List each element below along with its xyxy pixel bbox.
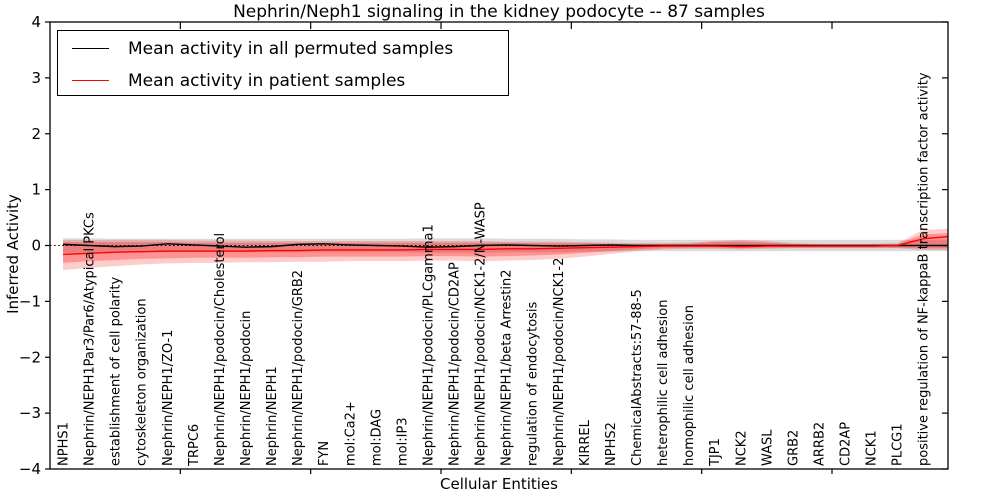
x-category-label: CD2AP — [839, 422, 854, 466]
x-category-label: positive regulation of NF-kappaB transcr… — [917, 72, 932, 466]
x-category-label: PLCG1 — [891, 423, 906, 466]
patient-mean-line — [63, 235, 949, 256]
x-category-label: Nephrin/NEPH1/podocin/NCK1-2 — [552, 258, 567, 466]
y-tick-label: 2 — [31, 125, 41, 143]
chart-title: Nephrin/Neph1 signaling in the kidney po… — [233, 2, 765, 22]
y-tick-label: −2 — [19, 348, 41, 366]
permuted-line-swatch — [72, 48, 109, 49]
x-category-label: KIRREL — [578, 419, 593, 466]
x-category-label: Nephrin/NEPH1/podocin — [239, 311, 254, 466]
y-tick-label: 3 — [31, 69, 41, 87]
x-category-label: Nephrin/NEPH1/podocin/CD2AP — [448, 262, 463, 466]
x-category-label: ARRB2 — [812, 422, 827, 466]
x-category-label: GRB2 — [786, 430, 801, 466]
x-category-label: Nephrin/NEPH1/ZO-1 — [161, 330, 176, 466]
x-category-label: NPHS2 — [604, 422, 619, 466]
y-tick-label: −1 — [19, 292, 41, 310]
x-axis-title: Cellular Entities — [440, 475, 558, 493]
legend-label-patient: Mean activity in patient samples — [128, 70, 406, 91]
legend-item-permuted: Mean activity in all permuted samples — [58, 34, 508, 63]
x-category-label: Nephrin/NEPH1/podocin/PLCgamma1 — [421, 224, 436, 466]
x-category-label: TRPC6 — [187, 424, 202, 467]
x-category-label: ChemicalAbstracts:57-88-5 — [630, 289, 645, 466]
legend-item-patient: Mean activity in patient samples — [58, 66, 508, 95]
x-category-label: mol:Ca2+ — [343, 401, 358, 466]
x-category-label: Nephrin/NEPH1 — [265, 366, 280, 466]
x-category-label: Nephrin/NEPH1/podocin/Cholesterol — [213, 233, 228, 466]
y-tick-label: 0 — [31, 237, 41, 255]
x-category-label: Nephrin/NEPH1/beta Arrestin2 — [500, 270, 515, 467]
legend: Mean activity in all permuted samples Me… — [57, 30, 509, 96]
x-category-label: NCK2 — [734, 430, 749, 466]
y-tick-label: 1 — [31, 181, 41, 199]
x-category-label: NPHS1 — [57, 422, 72, 466]
x-category-label: WASL — [760, 429, 775, 466]
legend-label-permuted: Mean activity in all permuted samples — [128, 38, 454, 59]
x-category-label: heterophilic cell adhesion — [656, 300, 671, 467]
x-category-label: Nephrin/NEPH1/podocin/NCK1-2/N-WASP — [474, 202, 489, 466]
y-tick-label: −3 — [19, 404, 41, 422]
x-category-label: FYN — [317, 441, 332, 466]
x-category-label: Nephrin/NEPH1Par3/Par6/Atypical PKCs — [83, 212, 98, 466]
patient-line-swatch — [72, 80, 109, 81]
y-tick-label: 4 — [31, 13, 41, 31]
x-category-label: establishment of cell polarity — [109, 277, 124, 466]
patient-samples-inner-band — [63, 233, 948, 263]
x-category-label: mol:DAG — [369, 409, 384, 466]
x-category-label: NCK1 — [865, 430, 880, 466]
x-category-label: homophilic cell adhesion — [682, 305, 697, 466]
x-category-label: regulation of endocytosis — [526, 301, 541, 466]
y-tick-label: −4 — [19, 460, 41, 478]
x-category-label: mol:IP3 — [395, 417, 410, 466]
x-category-label: TJP1 — [708, 438, 723, 467]
x-category-label: cytoskeleton organization — [135, 298, 150, 466]
x-category-label: Nephrin/NEPH1/podocin/GRB2 — [291, 270, 306, 466]
